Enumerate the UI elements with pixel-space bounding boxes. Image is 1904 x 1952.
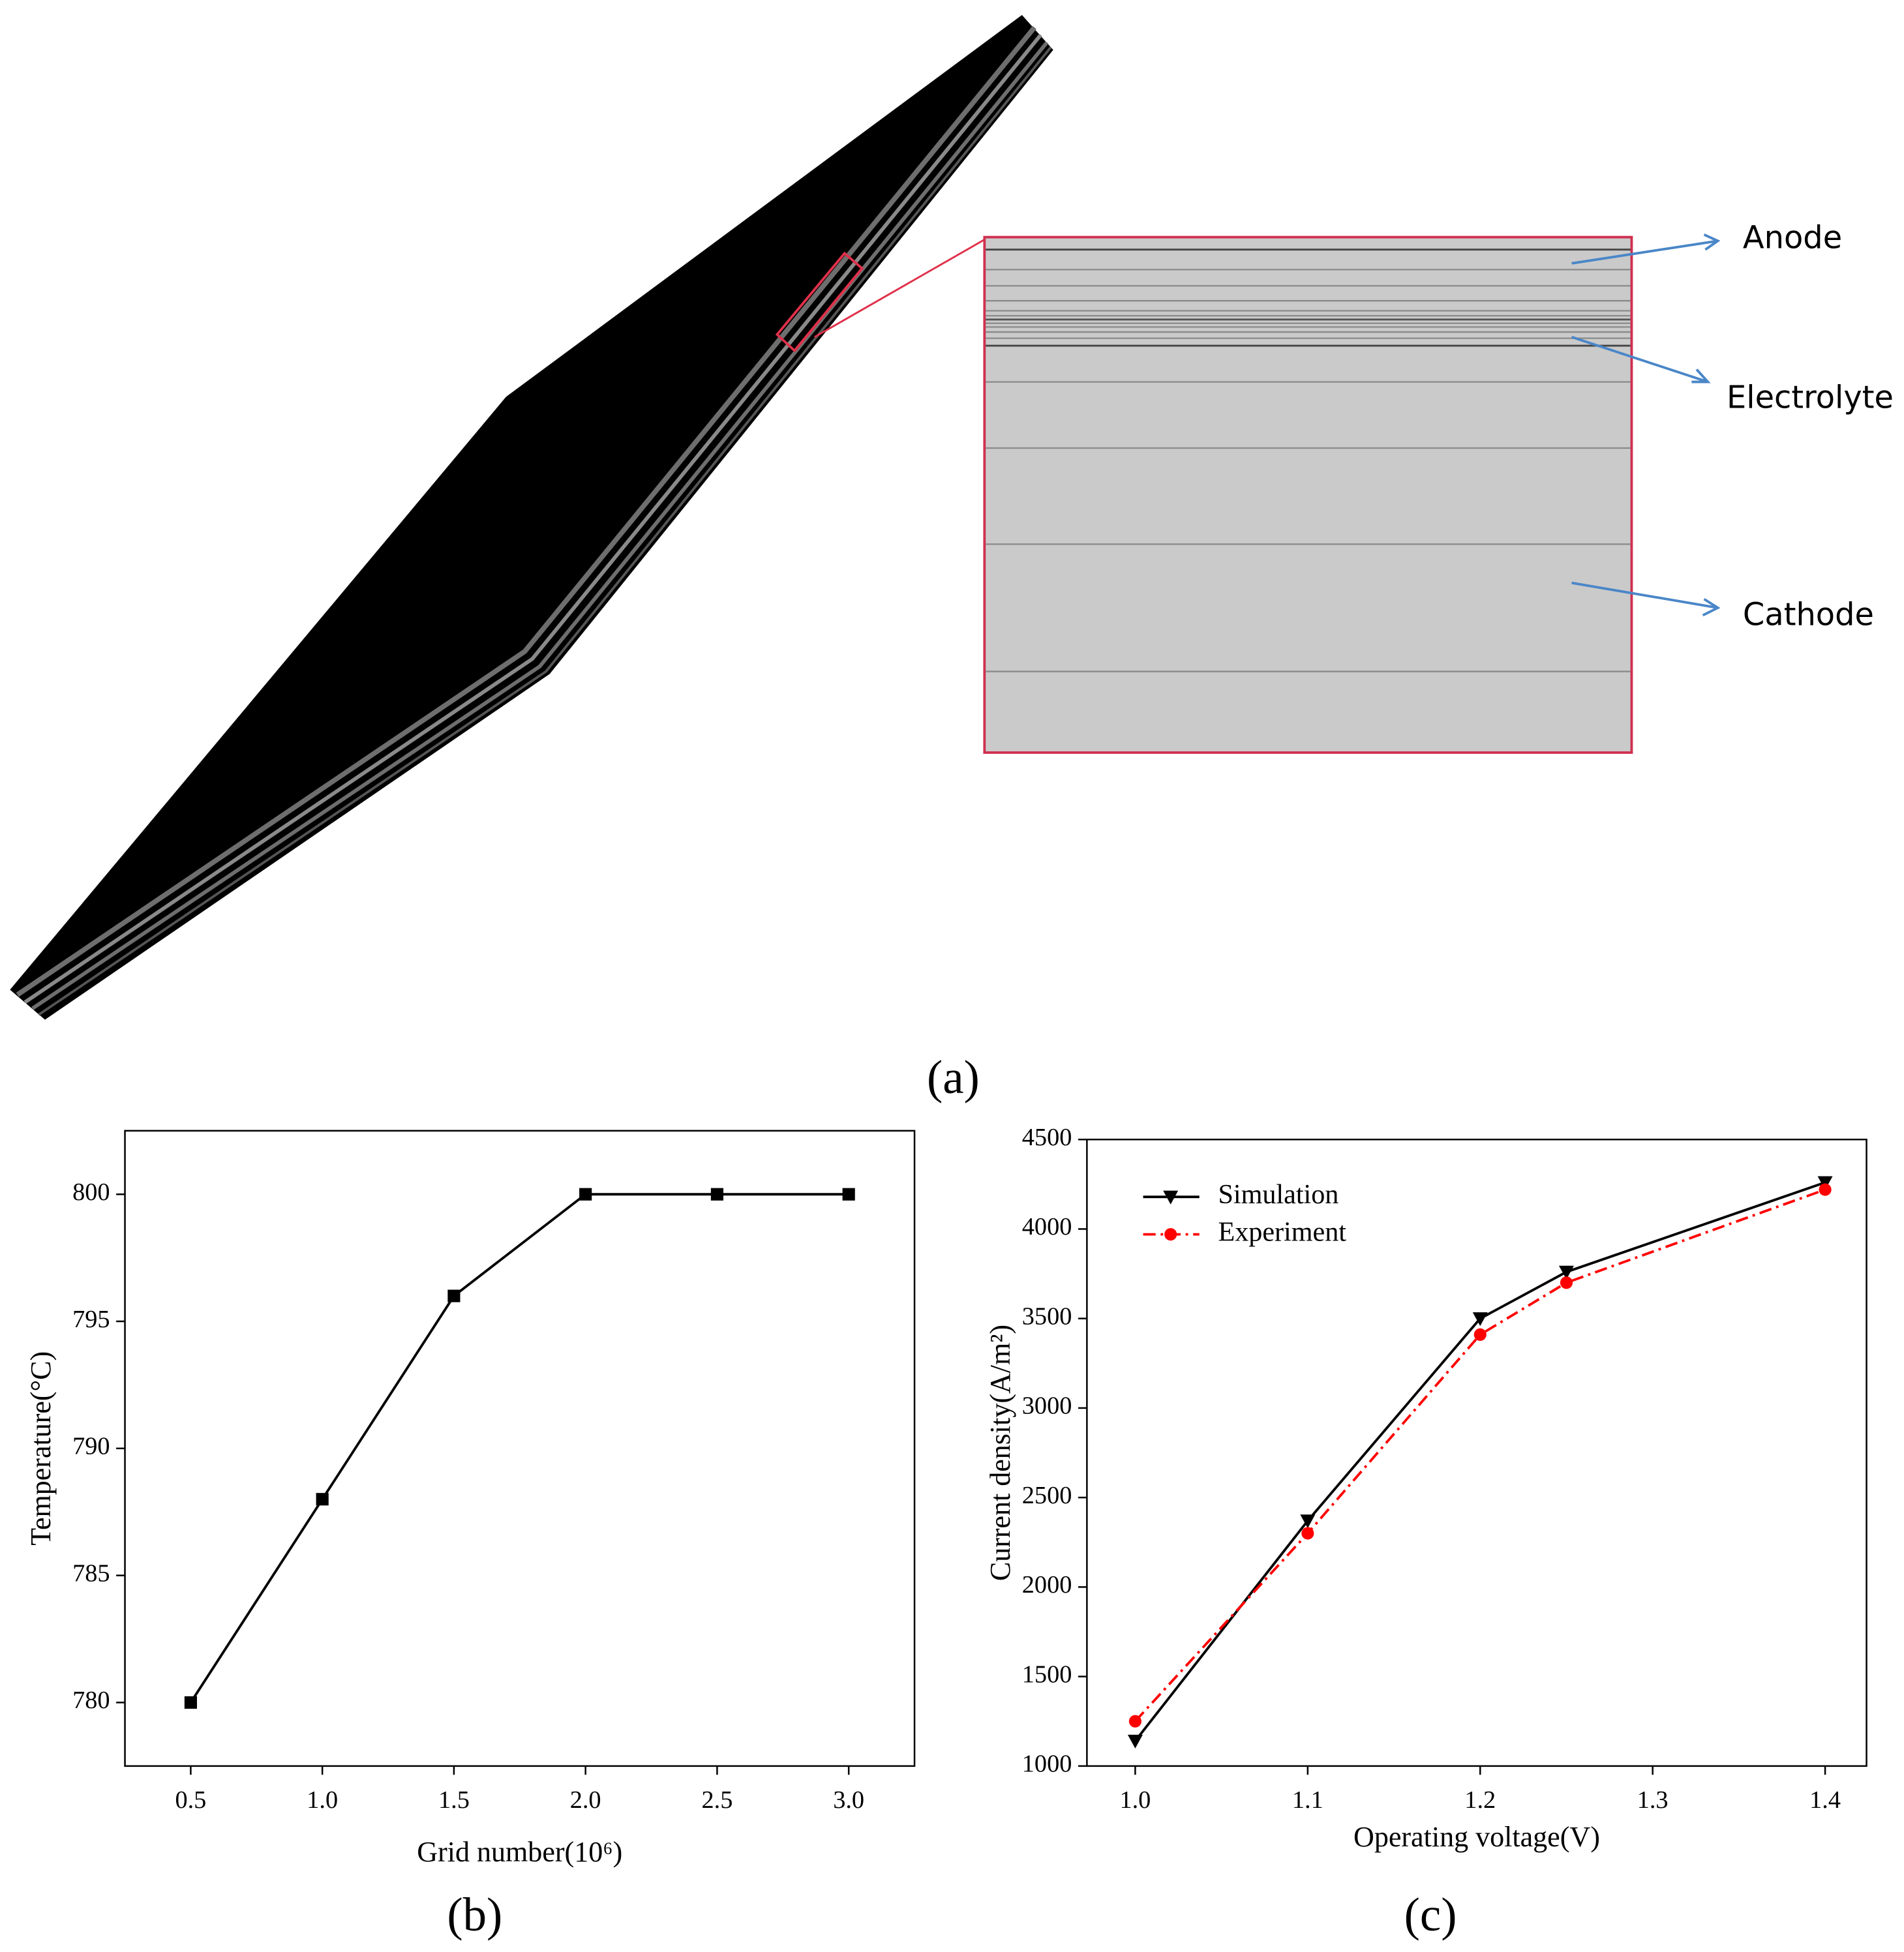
y-tick-label: 1500 [1022, 1660, 1072, 1688]
x-tick-label: 2.0 [570, 1786, 601, 1814]
marker [1127, 1734, 1143, 1749]
y-tick-label: 2500 [1022, 1482, 1072, 1509]
y-tick-label: 795 [72, 1306, 110, 1333]
x-tick-label: 1.0 [1119, 1786, 1151, 1814]
y-tick-label: 4500 [1022, 1124, 1072, 1151]
x-axis-title: Operating voltage(V) [1353, 1821, 1600, 1853]
marker [710, 1188, 723, 1201]
panel-label: (c) [1404, 1888, 1457, 1941]
panel-label: (b) [447, 1888, 502, 1941]
legend-label: Simulation [1218, 1179, 1338, 1210]
marker [1128, 1715, 1141, 1728]
plot-frame [1086, 1138, 1867, 1767]
y-axis-title: Temperature(°C) [25, 1351, 57, 1546]
panel-label: (a) [927, 1051, 980, 1104]
y-tick-label: 780 [72, 1687, 110, 1714]
marker [1560, 1276, 1573, 1289]
x-tick-label: 3.0 [833, 1786, 864, 1814]
marker [184, 1696, 197, 1709]
y-tick-label: 2000 [1022, 1571, 1072, 1599]
marker [316, 1493, 329, 1506]
marker [1472, 1312, 1488, 1327]
y-tick-label: 785 [72, 1559, 110, 1587]
x-axis-title: Grid number(10⁶) [417, 1836, 622, 1868]
y-tick-label: 3000 [1022, 1392, 1072, 1420]
label-anode: Anode [1743, 220, 1842, 256]
y-axis-title: Current density(A/m²) [984, 1325, 1016, 1581]
legend-marker [1163, 1190, 1179, 1205]
marker [1817, 1176, 1833, 1190]
data-line [189, 1193, 849, 1704]
x-tick-label: 1.0 [307, 1786, 338, 1814]
mesh-plate [10, 14, 1053, 1020]
y-tick-label: 790 [72, 1433, 110, 1460]
legend-label: Experiment [1218, 1216, 1346, 1247]
x-tick-label: 1.2 [1464, 1786, 1496, 1814]
zoom-box [983, 235, 1633, 754]
marker [1301, 1527, 1314, 1540]
marker [1300, 1514, 1316, 1529]
marker [842, 1188, 855, 1201]
x-tick-label: 2.5 [701, 1786, 733, 1814]
x-tick-label: 0.5 [175, 1786, 206, 1814]
marker [1819, 1183, 1832, 1196]
y-tick-label: 800 [72, 1179, 110, 1206]
y-tick-label: 1000 [1022, 1750, 1072, 1778]
marker [1473, 1328, 1487, 1341]
marker [1558, 1265, 1574, 1280]
label-electrolyte: Electrolyte [1727, 380, 1894, 415]
marker [579, 1188, 592, 1201]
label-cathode: Cathode [1743, 597, 1874, 633]
arrows [1571, 233, 1721, 617]
x-tick-label: 1.4 [1809, 1786, 1841, 1814]
y-tick-label: 3500 [1022, 1302, 1072, 1330]
data-line [1134, 1188, 1826, 1722]
x-tick-label: 1.3 [1637, 1786, 1669, 1814]
x-tick-label: 1.1 [1292, 1786, 1323, 1814]
data-line [1134, 1181, 1826, 1742]
x-tick-label: 1.5 [438, 1786, 470, 1814]
y-tick-label: 4000 [1022, 1213, 1072, 1240]
legend-marker [1164, 1228, 1177, 1241]
marker [447, 1289, 461, 1302]
plot-frame [124, 1130, 916, 1767]
